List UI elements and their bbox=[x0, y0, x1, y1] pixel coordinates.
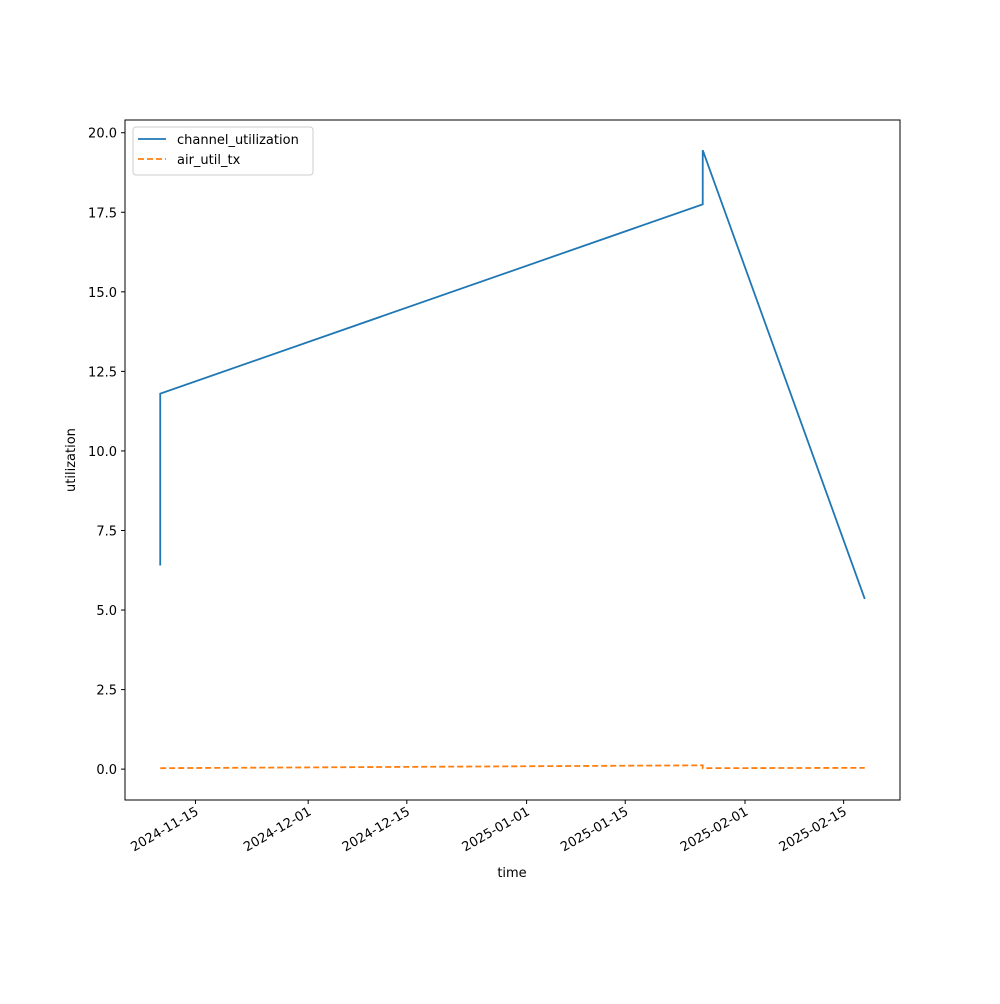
y-tick-label: 15.0 bbox=[88, 286, 117, 301]
y-tick-label: 2.5 bbox=[96, 684, 117, 699]
plot-frame bbox=[124, 119, 901, 801]
legend-label: channel_utilization bbox=[177, 133, 299, 148]
y-tick-label: 20.0 bbox=[88, 127, 117, 142]
legend: channel_utilization air_util_tx bbox=[132, 126, 314, 176]
series-line bbox=[159, 149, 866, 600]
y-tick-label: 0.0 bbox=[96, 763, 117, 778]
y-tick-label: 10.0 bbox=[88, 445, 117, 460]
y-tick-label: 7.5 bbox=[96, 524, 117, 539]
legend-box bbox=[132, 126, 314, 176]
series-line bbox=[160, 764, 865, 770]
x-axis-label: time bbox=[497, 866, 526, 881]
y-tick-label: 12.5 bbox=[88, 365, 117, 380]
legend-label: air_util_tx bbox=[177, 153, 241, 168]
y-axis-label: utilization bbox=[64, 428, 79, 492]
y-tick-label: 17.5 bbox=[88, 206, 117, 221]
y-tick-label: 5.0 bbox=[96, 604, 117, 619]
